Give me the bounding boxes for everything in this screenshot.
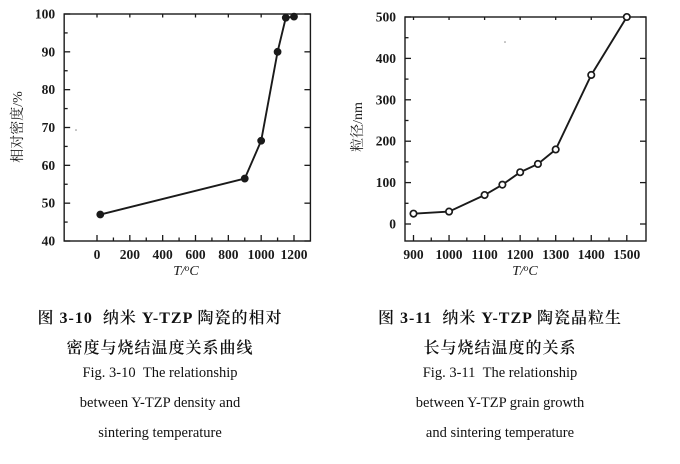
svg-text:40: 40	[42, 234, 56, 249]
svg-text:1000: 1000	[248, 247, 275, 262]
svg-text:200: 200	[120, 247, 141, 262]
svg-text:900: 900	[403, 247, 424, 262]
svg-text:800: 800	[218, 247, 239, 262]
svg-text:1000: 1000	[436, 247, 463, 262]
svg-text:0: 0	[389, 217, 396, 232]
svg-text:相对密度/%: 相对密度/%	[9, 91, 26, 163]
svg-text:1200: 1200	[281, 247, 308, 262]
svg-text:1200: 1200	[507, 247, 534, 262]
svg-text:70: 70	[42, 120, 56, 135]
svg-text:50: 50	[42, 196, 56, 211]
svg-text:200: 200	[376, 134, 397, 149]
svg-text:600: 600	[185, 247, 206, 262]
svg-text:500: 500	[376, 10, 397, 25]
svg-text:100: 100	[376, 175, 397, 190]
svg-text:400: 400	[376, 51, 397, 66]
svg-text:100: 100	[35, 7, 56, 22]
svg-text:90: 90	[42, 44, 56, 59]
svg-text:1300: 1300	[542, 247, 569, 262]
svg-text:300: 300	[376, 92, 397, 107]
svg-text:1400: 1400	[578, 247, 605, 262]
svg-text:0: 0	[94, 247, 101, 262]
svg-text:60: 60	[42, 158, 56, 173]
svg-text:粒径/nm: 粒径/nm	[349, 102, 366, 152]
svg-text:80: 80	[42, 82, 56, 97]
svg-text:1500: 1500	[613, 247, 640, 262]
svg-text:400: 400	[153, 247, 174, 262]
svg-text:1100: 1100	[471, 247, 498, 262]
